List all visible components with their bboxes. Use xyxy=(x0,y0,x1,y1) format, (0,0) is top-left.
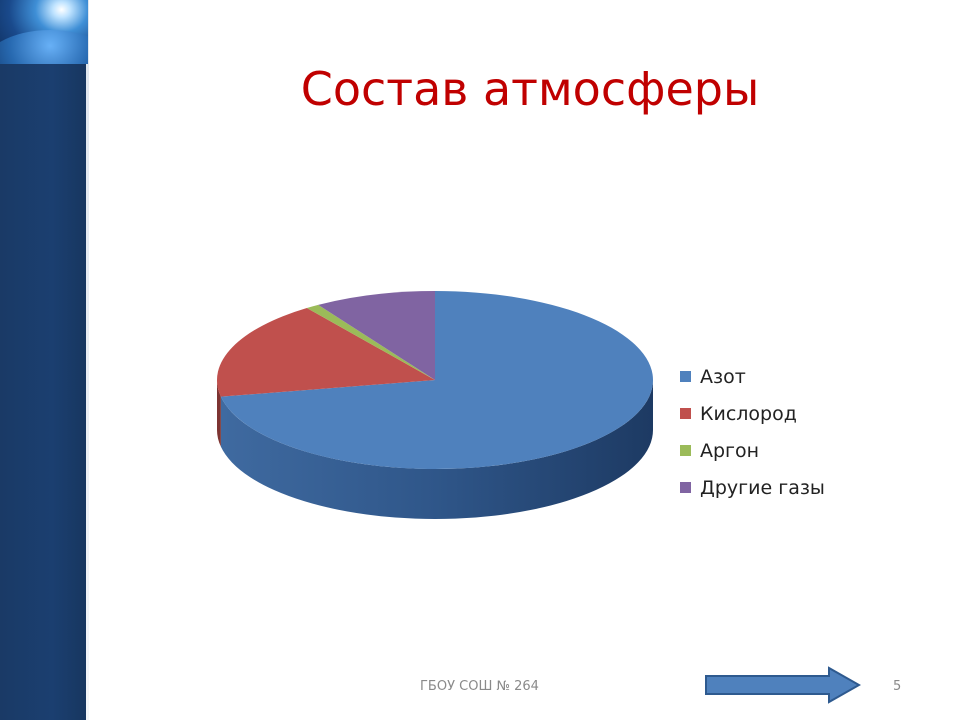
pie-slice xyxy=(318,291,435,380)
pie-slice-side xyxy=(217,380,221,447)
slide-title: Состав атмосферы xyxy=(300,62,760,116)
pie-slice xyxy=(306,304,435,380)
legend-item: Другие газы xyxy=(680,469,825,506)
sidebar-band xyxy=(0,0,88,720)
right-arrow-icon[interactable] xyxy=(705,666,861,704)
pie-chart xyxy=(217,291,653,519)
pie-slice xyxy=(217,307,435,397)
sidebar-divider xyxy=(86,0,89,720)
legend-item: Аргон xyxy=(680,432,825,469)
legend-swatch xyxy=(680,371,691,382)
legend-label: Другие газы xyxy=(700,476,825,499)
pie-slice-side xyxy=(220,380,653,519)
legend-swatch xyxy=(680,408,691,419)
legend-label: Аргон xyxy=(700,439,760,462)
legend-label: Азот xyxy=(700,365,746,388)
page-number: 5 xyxy=(893,679,902,694)
legend-item: Кислород xyxy=(680,395,825,432)
footer-school: ГБОУ СОШ № 264 xyxy=(420,679,539,694)
chart-legend: Азот Кислород Аргон Другие газы xyxy=(680,358,825,506)
earth-image xyxy=(0,0,88,64)
legend-swatch xyxy=(680,445,691,456)
pie-slice xyxy=(220,291,653,469)
legend-swatch xyxy=(680,482,691,493)
legend-label: Кислород xyxy=(700,402,797,425)
legend-item: Азот xyxy=(680,358,825,395)
